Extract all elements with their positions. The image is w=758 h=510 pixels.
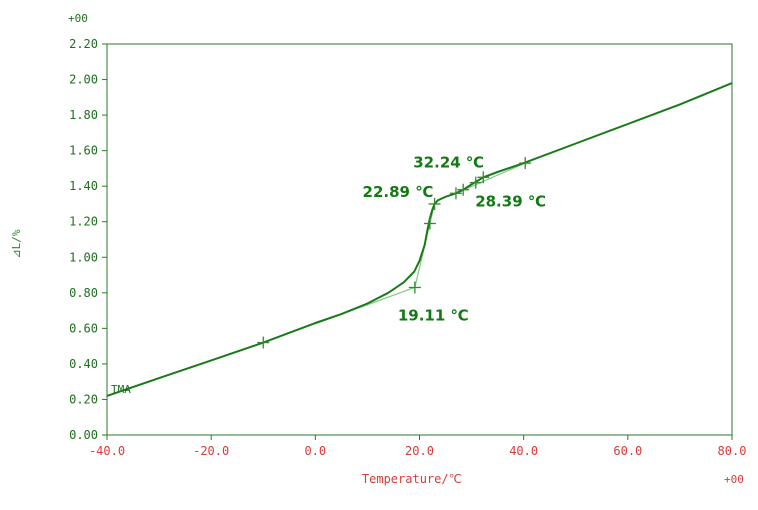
y-tick-label: 1.00: [69, 250, 98, 264]
x-multiplier: +00: [724, 473, 744, 486]
y-tick-label: 0.60: [69, 321, 98, 335]
x-tick-label: 20.0: [405, 444, 434, 458]
plus-marker: [257, 336, 270, 349]
y-tick-label: 1.80: [69, 108, 98, 122]
tangent-line: [455, 162, 526, 194]
y-tick-label: 2.20: [69, 37, 98, 51]
y-axis-label: ⊿L/%: [10, 229, 23, 258]
x-axis-label: Temperature/℃: [362, 472, 462, 486]
y-multiplier: +00: [68, 12, 88, 25]
plus-marker: [519, 157, 532, 170]
plus-marker: [469, 176, 482, 189]
annotation-label: 28.39 ℃: [475, 193, 546, 211]
y-tick-label: 1.60: [69, 144, 98, 158]
x-tick-label: 80.0: [718, 444, 747, 458]
y-axis-ticks: 0.00 0.20 0.40 0.60 0.80 1.00 1.20 1.40 1.60 1.80…: [69, 37, 107, 442]
y-tick-label: 0.00: [69, 428, 98, 442]
annotation-label: 32.24 ℃: [413, 153, 484, 171]
y-tick-label: 1.40: [69, 179, 98, 193]
series-line-tma: [106, 82, 733, 397]
plus-marker: [449, 187, 462, 200]
y-tick-label: 2.00: [69, 73, 98, 87]
plus-marker: [457, 183, 470, 196]
x-axis-ticks: -40.0 -20.0 0.0 20.0 40.0 60.0 80.0: [89, 435, 747, 458]
y-tick-label: 0.20: [69, 392, 98, 406]
plus-marker: [423, 217, 436, 230]
annotation-label: 19.11 ℃: [398, 306, 469, 324]
series-label-tma: TMA: [111, 383, 131, 396]
plus-marker: [408, 281, 421, 294]
temperature-annotations: 32.24 ℃ 22.89 ℃ 28.39 ℃ 19.11 ℃: [363, 153, 546, 324]
y-tick-label: 1.20: [69, 215, 98, 229]
y-tick-label: 0.40: [69, 357, 98, 371]
plus-marker: [477, 171, 490, 184]
x-tick-label: -40.0: [89, 444, 125, 458]
x-tick-label: -20.0: [193, 444, 229, 458]
x-tick-label: 60.0: [613, 444, 642, 458]
y-tick-label: 0.80: [69, 286, 98, 300]
plus-marker: [428, 197, 441, 210]
plot-frame: [106, 43, 733, 436]
annotation-label: 22.89 ℃: [363, 183, 434, 201]
x-tick-label: 40.0: [509, 444, 538, 458]
event-markers: [257, 157, 532, 349]
x-tick-label: 0.0: [304, 444, 326, 458]
data-series: [106, 82, 733, 397]
